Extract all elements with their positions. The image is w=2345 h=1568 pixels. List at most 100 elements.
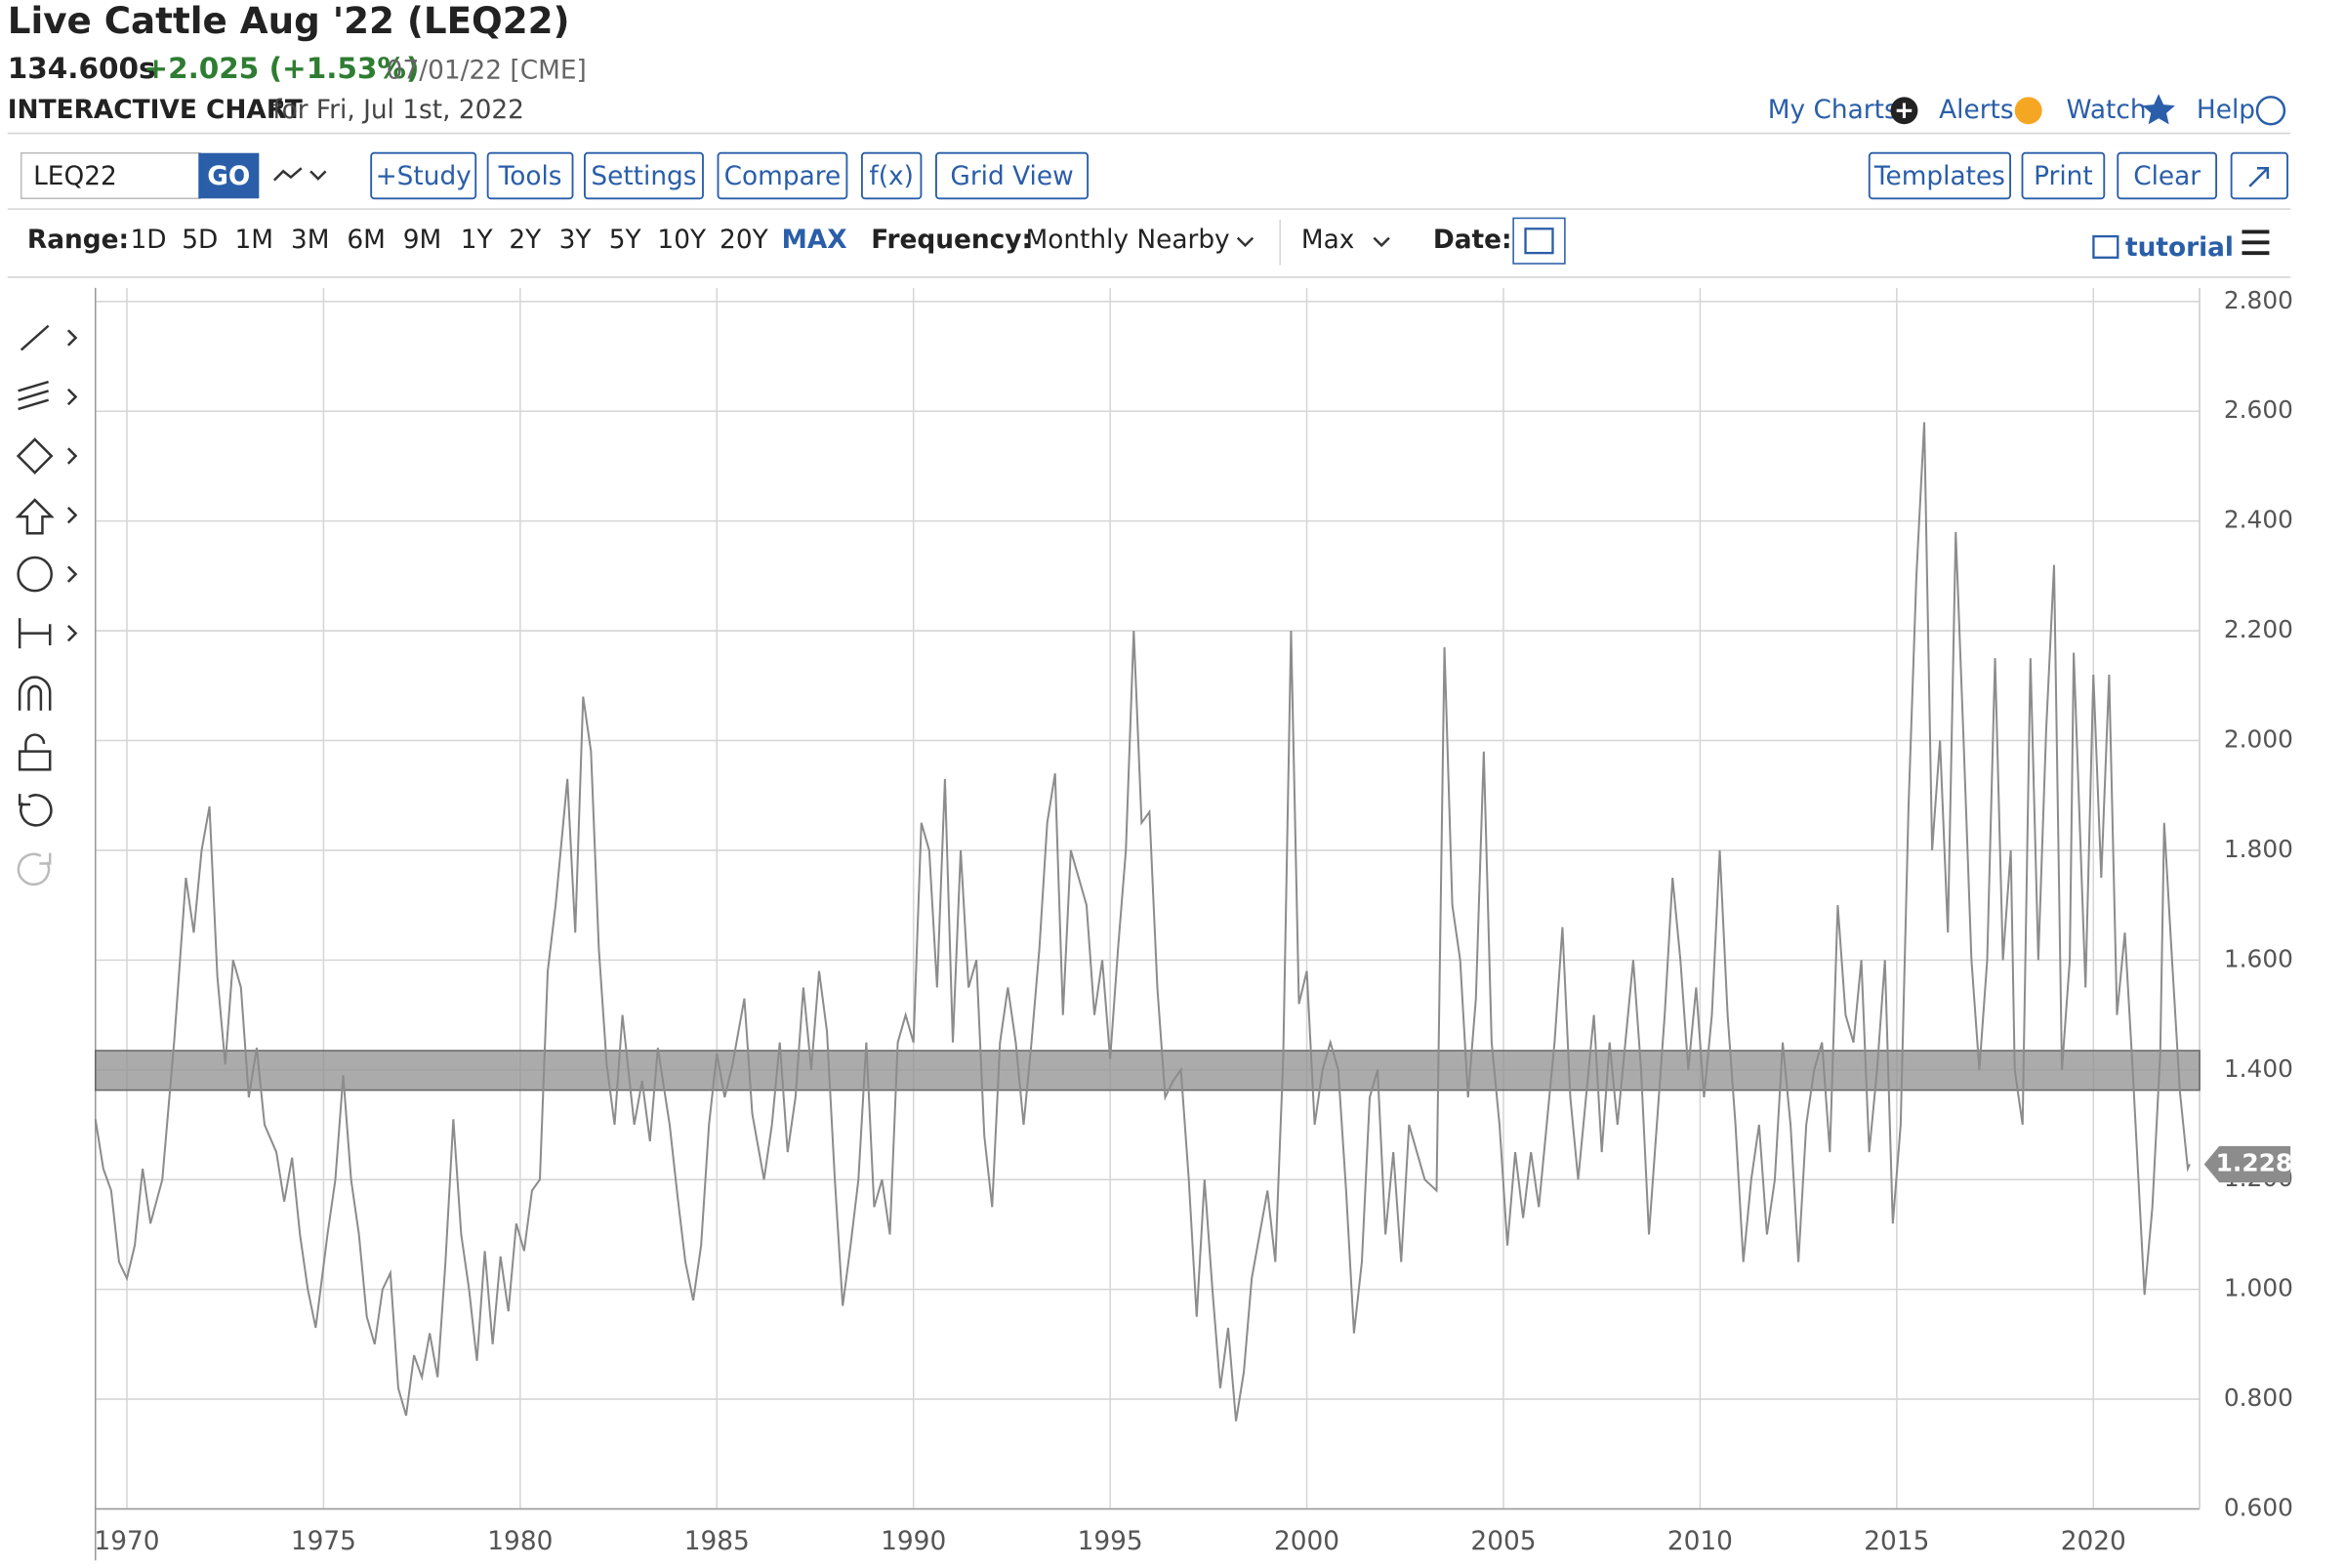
toolbar-button[interactable] — [860, 151, 923, 200]
chevron — [66, 624, 78, 642]
toolbar-button[interactable] — [2117, 151, 2218, 200]
y-tick-label: 1.000 — [2224, 1274, 2293, 1302]
chevron — [66, 447, 78, 465]
frequency-select[interactable]: Monthly Nearby — [1025, 226, 1229, 255]
magnet-tool[interactable] — [18, 676, 52, 711]
film-icon — [2092, 234, 2119, 259]
x-tick-label: 1990 — [881, 1527, 946, 1556]
x-tick-label: 1980 — [487, 1527, 553, 1556]
quote-date: 07/01/22 [CME] — [387, 56, 587, 85]
toolbar-button-label: f(x) — [869, 162, 913, 191]
lock-tool[interactable] — [18, 733, 52, 771]
chevron — [66, 388, 78, 406]
y-tick-label: 1.400 — [2224, 1054, 2293, 1083]
channel-tool[interactable] — [18, 380, 50, 411]
x-tick-label: 1995 — [1078, 1527, 1143, 1556]
toolbar-button[interactable] — [2021, 151, 2106, 200]
horizontal-band — [94, 1050, 2201, 1092]
range-option[interactable]: 1D — [130, 226, 166, 255]
drawing-tools — [15, 324, 78, 887]
x-tick-label: 1975 — [291, 1527, 356, 1556]
toolbar-button[interactable] — [935, 151, 1090, 200]
toolbar-button-label: Grid View — [950, 162, 1073, 191]
toolbar-button[interactable] — [370, 151, 477, 200]
x-tick-label: 2015 — [1864, 1527, 1929, 1556]
symbol-input[interactable] — [20, 151, 201, 200]
symbol-text: LEQ22 — [33, 162, 117, 191]
chevron — [1236, 236, 1255, 248]
y-tick-label: 1.800 — [2224, 835, 2293, 863]
x-tick-label: 2000 — [1274, 1527, 1339, 1556]
last-value-badge — [2203, 1145, 2291, 1183]
expand-icon — [2248, 167, 2270, 187]
y-tick-label: 2.600 — [2224, 395, 2293, 424]
chart: 1970 1975 1980 1985 1990 1995 2000 2005 2010 2015… — [94, 286, 2293, 1561]
y-tick-label: 2.400 — [2224, 506, 2293, 534]
chevron — [66, 506, 78, 524]
chevron — [66, 329, 78, 347]
chevron — [1373, 236, 1390, 248]
annotation-tool[interactable] — [17, 556, 53, 593]
y-tick-label: 1.600 — [2224, 944, 2293, 972]
last-value-label: 1.228 — [2216, 1148, 2292, 1176]
arrow-tool[interactable] — [15, 498, 55, 535]
toolbar-button[interactable] — [584, 151, 704, 200]
toolbar-button-label: Compare — [724, 162, 842, 191]
title: Live Cattle Aug '22 (LEQ22) — [8, 0, 570, 42]
undo[interactable] — [18, 794, 53, 827]
toolbar-button[interactable] — [486, 151, 574, 200]
watch-link[interactable]: Watch — [2066, 96, 2146, 125]
range-option[interactable]: 5D — [182, 226, 218, 255]
line-tool[interactable] — [20, 324, 50, 351]
help-icon — [2255, 96, 2286, 126]
range-option[interactable]: 20Y — [720, 226, 769, 255]
toolbar-button[interactable] — [717, 151, 848, 200]
calendar-icon — [1524, 227, 1554, 255]
y-tick-label: 0.800 — [2224, 1383, 2293, 1412]
alerts-link[interactable]: Alerts — [1939, 96, 2013, 125]
range-option[interactable]: 3Y — [559, 226, 593, 255]
range-option[interactable]: 1M — [235, 226, 274, 255]
alert-icon — [2014, 97, 2042, 125]
toolbar-button[interactable] — [1868, 151, 2012, 200]
y-tick-label: 0.600 — [2224, 1493, 2293, 1521]
range-option[interactable]: 9M — [403, 226, 442, 255]
range-option[interactable]: 6M — [347, 226, 386, 255]
chart-date: for Fri, Jul 1st, 2022 — [272, 96, 524, 125]
calendar-button[interactable] — [1512, 217, 1566, 265]
chart-label: INTERACTIVE CHART — [8, 96, 303, 125]
toolbar-button-label: Print — [2034, 162, 2093, 191]
chart-type-icon[interactable] — [272, 167, 327, 182]
date-label: Date: — [1433, 226, 1512, 255]
toolbar-button-label: +Study — [376, 162, 472, 191]
x-tick-label: 1985 — [684, 1527, 750, 1556]
frequency-label: Frequency: — [871, 226, 1032, 255]
price-line — [94, 422, 2191, 1422]
range-option[interactable]: 2Y — [509, 226, 542, 255]
aggregation-select[interactable]: Max — [1301, 226, 1355, 255]
range-option[interactable]: MAX — [782, 226, 847, 255]
x-tick-label: 2005 — [1470, 1527, 1536, 1556]
y-tick-label: 2.800 — [2224, 286, 2293, 314]
x-tick-label: 2020 — [2061, 1527, 2126, 1556]
toolbar-button-label: Tools — [498, 162, 562, 191]
plus-icon-mark — [1896, 103, 1913, 119]
my-charts-link[interactable]: My Charts — [1768, 96, 1898, 125]
go-button[interactable] — [198, 152, 260, 199]
shape-tool[interactable] — [16, 437, 54, 475]
range-option[interactable]: 5Y — [609, 226, 642, 255]
range-option[interactable]: 1Y — [461, 226, 494, 255]
range-label: Range: — [27, 226, 129, 255]
menu-icon[interactable] — [2242, 229, 2270, 256]
redo[interactable] — [17, 852, 52, 887]
measure-tool[interactable] — [18, 618, 52, 649]
x-tick-label: 2010 — [1667, 1527, 1733, 1556]
range-option[interactable]: 10Y — [657, 226, 707, 255]
help-link[interactable]: Help — [2197, 96, 2255, 125]
y-tick-label: 2.000 — [2224, 724, 2293, 753]
range-option[interactable]: 3M — [291, 226, 330, 255]
x-tick-label: 1970 — [94, 1527, 159, 1556]
y-tick-label: 2.200 — [2224, 615, 2293, 643]
tutorial-link[interactable]: tutorial — [2125, 233, 2234, 263]
